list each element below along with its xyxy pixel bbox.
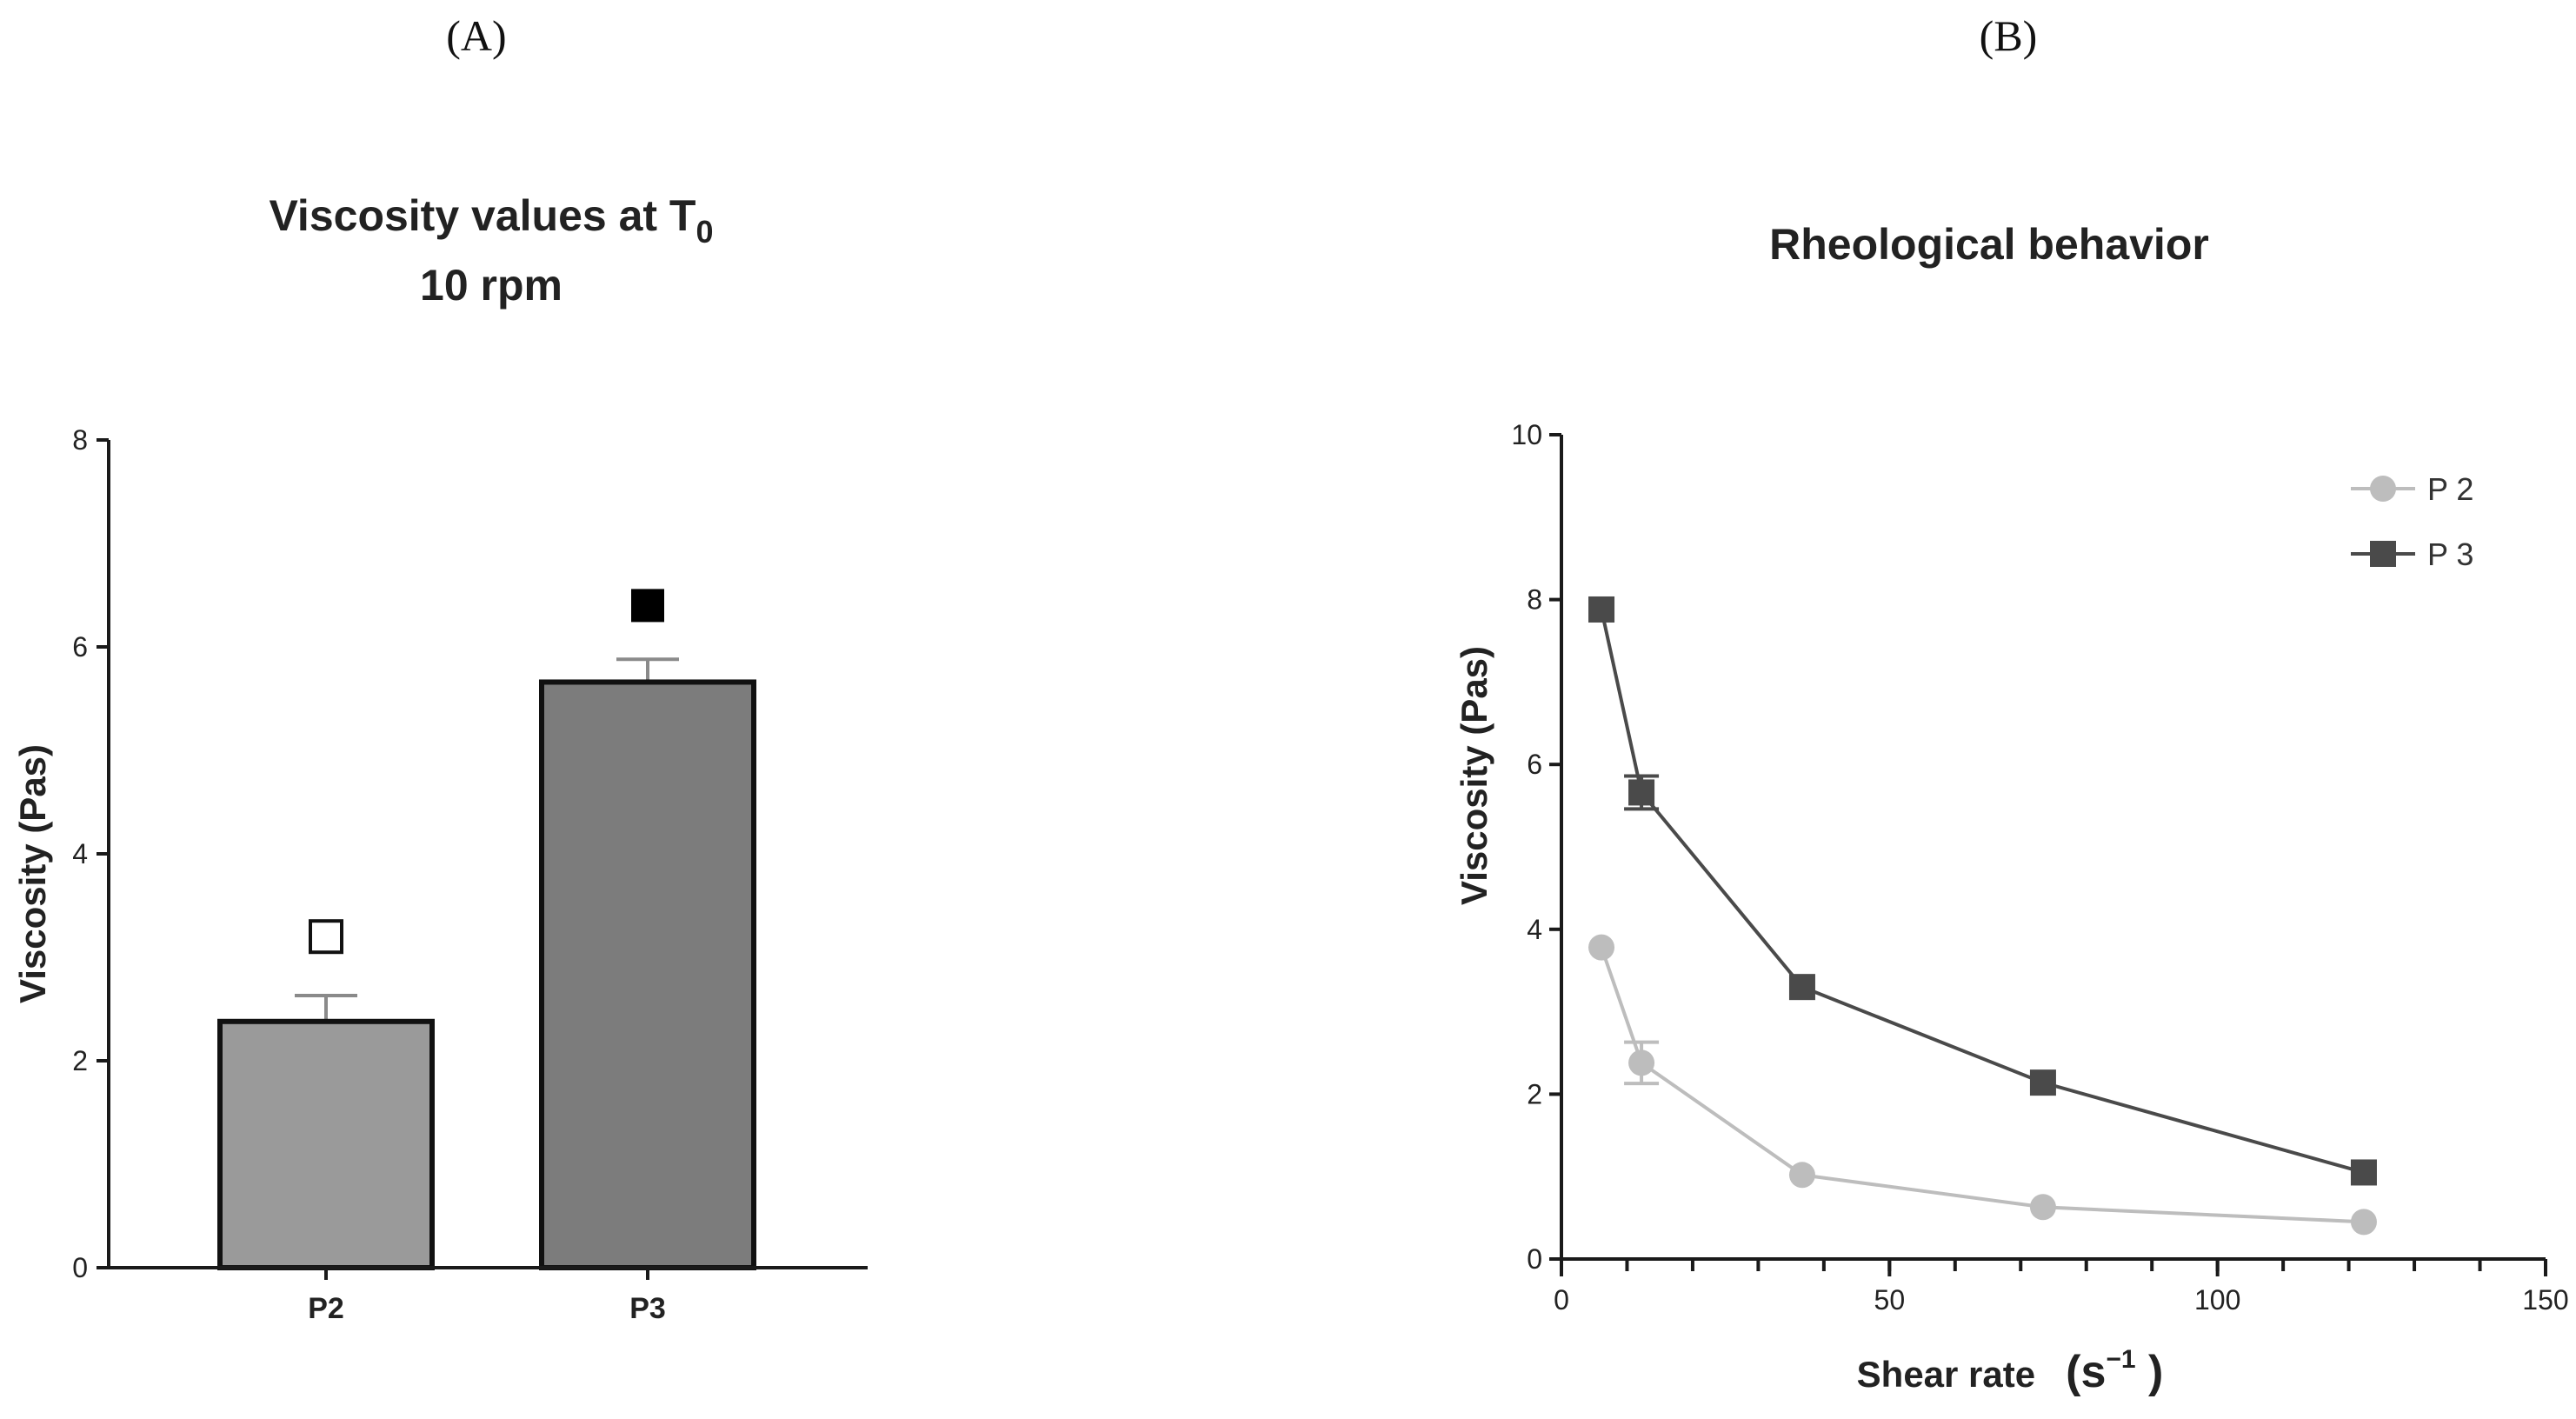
series-p3 xyxy=(1588,596,2377,1186)
data-point-circle xyxy=(1628,1049,1655,1076)
bar-chart-bars: P2 P3 xyxy=(217,657,756,1325)
bar-chart-title: Viscosity values at T0 xyxy=(269,191,713,250)
data-point-square xyxy=(2029,1069,2056,1096)
series-p2 xyxy=(1588,934,2377,1236)
data-point-square xyxy=(2350,1159,2377,1186)
bar-chart-ticks: 0 2 4 6 8 xyxy=(72,424,109,1283)
line-chart-x-axis-unit-exponent: −1 xyxy=(2106,1345,2135,1374)
bar-chart-y-tick-label: 4 xyxy=(72,838,88,869)
data-point-square xyxy=(1628,779,1655,806)
data-point-square xyxy=(1788,974,1815,1001)
line-chart-y-tick-label: 10 xyxy=(1511,419,1542,450)
line-chart-y-tick-label: 6 xyxy=(1527,749,1542,780)
bar-chart-title-subscript: 0 xyxy=(696,214,713,250)
series-line xyxy=(1600,609,2365,1175)
bar-p3 xyxy=(539,679,756,1270)
legend-circle-icon xyxy=(2370,476,2396,502)
line-chart-y-tick-label: 4 xyxy=(1527,914,1542,945)
bar-chart-y-tick-label: 2 xyxy=(72,1045,88,1076)
line-chart-title: Rheological behavior xyxy=(1769,220,2209,269)
legend-label: P 3 xyxy=(2427,536,2473,572)
bar-chart-markers xyxy=(309,589,664,955)
line-chart-y-tick-label: 2 xyxy=(1527,1078,1542,1109)
bar-p2 xyxy=(217,1018,435,1271)
bar-chart-subtitle: 10 rpm xyxy=(420,261,562,310)
panel-b-label: (B) xyxy=(1980,11,2038,60)
legend-square-icon xyxy=(2370,541,2396,567)
line-chart-x-axis-title: Shear rate xyxy=(1857,1354,2035,1395)
line-chart-series xyxy=(1588,596,2377,1236)
line-chart-y-tick-label: 0 xyxy=(1527,1243,1542,1275)
data-point-circle xyxy=(2350,1209,2377,1236)
bar-chart-y-tick-label: 0 xyxy=(72,1252,88,1283)
line-chart-legend: P 2 P 3 xyxy=(2351,471,2473,572)
data-point-circle xyxy=(1788,1162,1815,1189)
bar-chart-title-main: Viscosity values at T xyxy=(269,191,696,240)
data-point-circle xyxy=(2029,1194,2056,1221)
bar-chart: Viscosity values at T0 10 rpm Viscosity … xyxy=(12,191,868,1325)
significance-marker-open-square xyxy=(309,919,343,955)
line-chart-x-axis-unit: s xyxy=(2080,1347,2106,1397)
line-chart-y-axis-label: Viscosity (Pas) xyxy=(1454,646,1494,905)
line-chart-x-tick-label: 50 xyxy=(1874,1284,1906,1316)
series-line xyxy=(1600,947,2365,1224)
data-point-square xyxy=(1588,596,1615,623)
line-chart-x-tick-label: 100 xyxy=(2194,1284,2240,1316)
legend-label: P 2 xyxy=(2427,471,2473,507)
line-chart-x-tick-label: 150 xyxy=(2522,1284,2568,1316)
data-point-circle xyxy=(1588,934,1615,961)
bar-chart-y-axis-label: Viscosity (Pas) xyxy=(12,744,53,1003)
bar-chart-y-tick-label: 6 xyxy=(72,631,88,663)
line-chart-x-tick-label: 0 xyxy=(1554,1284,1569,1316)
bar-chart-x-tick-label: P2 xyxy=(308,1292,344,1325)
bar-chart-x-tick-label: P3 xyxy=(629,1292,666,1325)
line-chart-x-axis-label: Shear rate (s−1 ) xyxy=(1857,1345,2164,1397)
line-chart-y-tick-label: 8 xyxy=(1527,584,1542,616)
bar-chart-y-tick-label: 8 xyxy=(72,424,88,456)
line-chart: Rheological behavior Viscosity (Pas) She… xyxy=(1454,220,2569,1397)
panel-a-label: (A) xyxy=(446,11,506,60)
significance-marker-filled-square xyxy=(631,589,664,623)
